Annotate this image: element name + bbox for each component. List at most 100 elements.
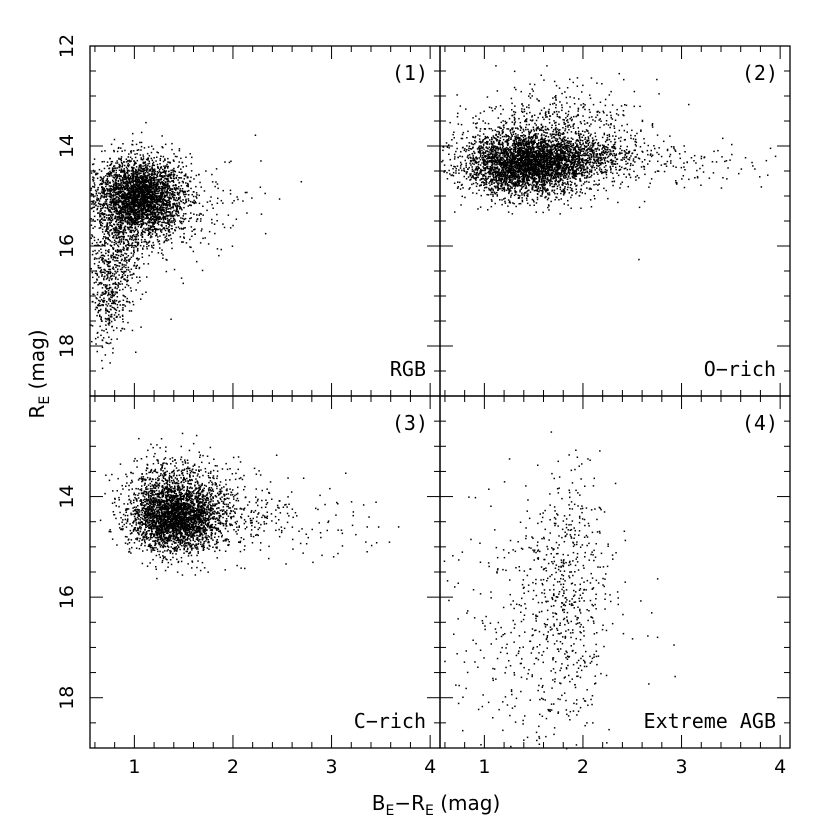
scatter-point [169, 181, 171, 183]
scatter-point [576, 144, 578, 146]
scatter-point [136, 241, 138, 243]
scatter-point [130, 208, 133, 210]
scatter-point [154, 168, 156, 171]
scatter-point [183, 202, 186, 205]
scatter-point [118, 194, 120, 196]
scatter-point [130, 252, 133, 254]
scatter-point [116, 160, 118, 162]
scatter-point [496, 158, 499, 160]
scatter-point [92, 250, 94, 253]
scatter-point [156, 198, 158, 200]
scatter-point [118, 215, 120, 218]
scatter-point [176, 193, 179, 196]
scatter-point [146, 198, 148, 201]
scatter-point [152, 208, 155, 210]
scatter-point [125, 264, 127, 266]
scatter-point [242, 200, 244, 202]
scatter-point [106, 195, 108, 197]
scatter-point [116, 191, 118, 194]
scatter-point [151, 246, 153, 248]
scatter-point [167, 208, 169, 210]
scatter-point [150, 221, 152, 224]
scatter-point [161, 135, 163, 137]
scatter-point [477, 174, 480, 176]
scatter-point [149, 173, 151, 176]
scatter-point [174, 229, 176, 231]
scatter-point [143, 173, 146, 175]
scatter-point [151, 168, 153, 170]
scatter-point [173, 196, 175, 199]
scatter-point [92, 293, 94, 295]
scatter-point [141, 181, 144, 184]
scatter-point [137, 149, 140, 151]
scatter-point [132, 239, 135, 241]
scatter-point [229, 193, 232, 195]
scatter-point [136, 200, 139, 203]
scatter-point [162, 160, 165, 163]
scatter-point [152, 169, 154, 171]
scatter-point [159, 187, 162, 190]
scatter-point [120, 235, 123, 238]
scatter-point [169, 221, 172, 223]
scatter-point [189, 153, 191, 155]
scatter-point [145, 201, 148, 203]
scatter-point [101, 367, 104, 370]
scatter-point [130, 181, 133, 183]
scatter-point [102, 337, 105, 339]
scatter-point [517, 171, 519, 174]
scatter-point [126, 243, 129, 246]
scatter-point [95, 297, 97, 299]
scatter-point [114, 270, 116, 273]
scatter-point [112, 179, 114, 182]
scatter-point [493, 142, 495, 144]
scatter-point [149, 200, 151, 202]
scatter-point [137, 185, 140, 187]
scatter-point [144, 178, 146, 180]
scatter-point [136, 223, 139, 225]
scatter-point [147, 214, 150, 216]
scatter-point [141, 198, 143, 200]
scatter-point [101, 228, 104, 231]
scatter-point [119, 201, 121, 203]
scatter-point [493, 169, 495, 171]
scatter-point [132, 182, 135, 184]
scatter-point [181, 180, 184, 183]
scatter-point [125, 175, 127, 178]
scatter-point [140, 195, 142, 198]
scatter-point [137, 178, 139, 180]
scatter-point [100, 251, 103, 254]
scatter-point [93, 258, 96, 260]
scatter-point [144, 217, 146, 220]
scatter-point [475, 168, 477, 170]
scatter-point [105, 203, 108, 206]
scatter-point [114, 278, 117, 280]
scatter-point [151, 229, 154, 232]
scatter-point [199, 220, 202, 222]
scatter-point [172, 215, 174, 218]
scatter-point [163, 198, 165, 200]
scatter-point [148, 227, 150, 230]
scatter-point [135, 143, 138, 146]
scatter-point [163, 203, 165, 205]
scatter-point [108, 181, 110, 184]
scatter-point [107, 238, 109, 240]
scatter-point [135, 173, 137, 175]
scatter-point [134, 229, 137, 231]
scatter-point [172, 195, 174, 197]
scatter-point [163, 194, 166, 197]
scatter-point [135, 166, 138, 168]
scatter-point [99, 296, 101, 298]
scatter-point [147, 179, 150, 181]
scatter-point [99, 210, 101, 212]
scatter-point [146, 248, 148, 250]
scatter-point [115, 232, 117, 234]
scatter-point [101, 183, 104, 185]
scatter-point [104, 210, 106, 212]
scatter-point [149, 203, 151, 206]
scatter-point [115, 264, 118, 267]
scatter-point [105, 287, 107, 289]
scatter-point [119, 187, 122, 190]
scatter-point [96, 274, 99, 277]
scatter-point [118, 310, 121, 312]
scatter-point [152, 194, 154, 197]
